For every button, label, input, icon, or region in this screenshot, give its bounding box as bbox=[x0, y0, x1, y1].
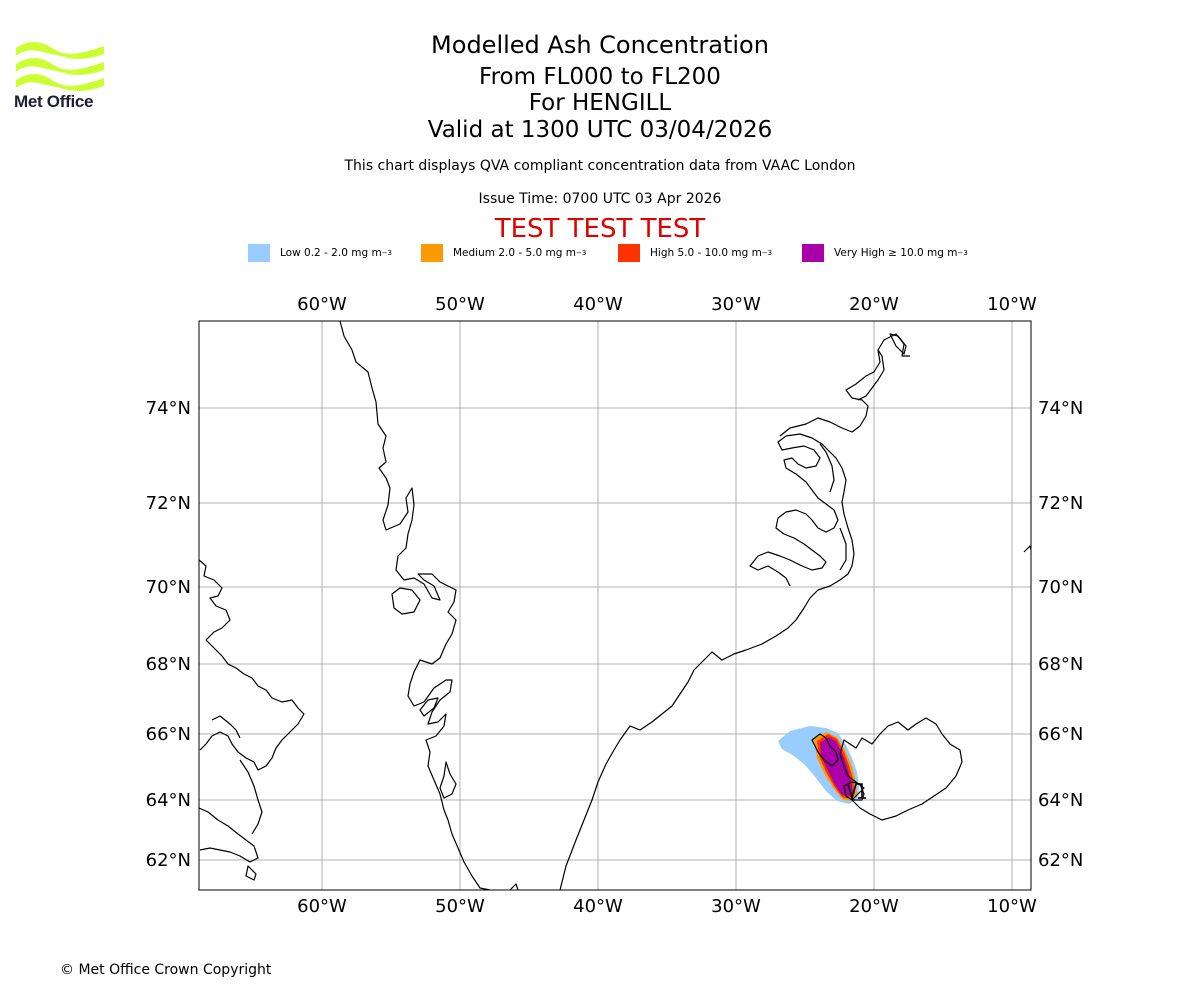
flight-level-range: From FL000 to FL200 bbox=[479, 64, 721, 90]
lat-tick-left: 62°N bbox=[146, 850, 191, 871]
legend-swatch-low bbox=[248, 244, 270, 262]
lon-tick-top: 40°W bbox=[573, 294, 623, 315]
logo-wave-3 bbox=[16, 74, 104, 91]
logo-text: Met Office bbox=[14, 92, 94, 111]
coastline-greenland-west bbox=[339, 321, 491, 890]
legend-item-high: High 5.0 - 10.0 mg m −3 bbox=[618, 244, 772, 262]
lat-tick-left: 72°N bbox=[146, 493, 191, 514]
lon-tick-bottom: 40°W bbox=[573, 896, 623, 917]
coastline-greenland-fjord-2 bbox=[439, 761, 457, 799]
lon-tick-top: 20°W bbox=[849, 294, 899, 315]
valid-time: Valid at 1300 UTC 03/04/2026 bbox=[427, 117, 773, 143]
lon-tick-bottom: 20°W bbox=[849, 896, 899, 917]
coastline-greenland-east bbox=[559, 433, 855, 890]
chart-title: Modelled Ash Concentration bbox=[431, 31, 769, 59]
lon-tick-top: 60°W bbox=[297, 294, 347, 315]
legend-swatch-medium bbox=[421, 244, 443, 262]
met-office-wave-logo-icon bbox=[16, 42, 104, 91]
lon-tick-bottom: 50°W bbox=[435, 896, 485, 917]
coastline-iceland bbox=[839, 717, 963, 821]
volcano-name: For HENGILL bbox=[528, 90, 672, 116]
coastline-baffin-inlet-2 bbox=[239, 759, 263, 835]
lon-tick-top: 10°W bbox=[987, 294, 1037, 315]
legend-label-high: High 5.0 - 10.0 mg m bbox=[650, 247, 762, 259]
lat-tick-right: 64°N bbox=[1038, 790, 1083, 811]
lon-tick-top: 50°W bbox=[435, 294, 485, 315]
map-gridlines bbox=[199, 321, 1031, 890]
lat-tick-right: 74°N bbox=[1038, 398, 1083, 419]
coastline-baffin-island bbox=[245, 865, 257, 881]
coastline-greenland-fjord-3 bbox=[857, 349, 885, 401]
legend-label-medium: Medium 2.0 - 5.0 mg m bbox=[453, 247, 576, 259]
issue-time: Issue Time: 0700 UTC 03 Apr 2026 bbox=[478, 191, 722, 207]
coastline-greenland-fjord-5 bbox=[839, 527, 847, 571]
coastline-baffin-inlet-1 bbox=[211, 715, 241, 739]
lon-tick-bottom: 30°W bbox=[711, 896, 761, 917]
lat-tick-right: 68°N bbox=[1038, 654, 1083, 675]
coastline-baffin bbox=[199, 559, 305, 771]
ash-concentration-map: 60°W 50°W 40°W 30°W 20°W 10°W 60°W 50°W … bbox=[146, 294, 1084, 917]
lat-tick-left: 74°N bbox=[146, 398, 191, 419]
lat-tick-left: 64°N bbox=[146, 790, 191, 811]
copyright-notice: © Met Office Crown Copyright bbox=[60, 962, 272, 978]
coastline-greenland-fjord-4 bbox=[819, 443, 835, 493]
lat-tick-left: 66°N bbox=[146, 724, 191, 745]
legend-item-medium: Medium 2.0 - 5.0 mg m −3 bbox=[421, 244, 586, 262]
lat-tick-right: 72°N bbox=[1038, 493, 1083, 514]
chart-subtitle: This chart displays QVA compliant concen… bbox=[344, 158, 856, 174]
volcano-marker-icon bbox=[847, 783, 866, 801]
legend-label-very-high: Very High ≥ 10.0 mg m bbox=[834, 247, 958, 259]
lat-tick-right: 62°N bbox=[1038, 850, 1083, 871]
legend-unit-exp: −3 bbox=[381, 249, 393, 257]
coastline-jan-mayen bbox=[1023, 545, 1031, 553]
legend-unit-exp: −3 bbox=[761, 249, 773, 257]
coastline-greenland-northeast bbox=[779, 333, 910, 437]
coastline-iceland-westfjords bbox=[811, 733, 839, 767]
lat-tick-right: 70°N bbox=[1038, 577, 1083, 598]
ash-plume bbox=[778, 726, 859, 804]
coastline-greenland-disko bbox=[391, 587, 421, 615]
coastline-baffin-south bbox=[199, 807, 259, 863]
coastlines bbox=[199, 321, 1031, 890]
ash-plume-very-high bbox=[820, 737, 853, 797]
logo-wave-2 bbox=[16, 58, 104, 75]
test-banner: TEST TEST TEST bbox=[494, 214, 706, 244]
coastline-greenland-fjord-1 bbox=[419, 697, 439, 717]
lon-tick-top: 30°W bbox=[711, 294, 761, 315]
coastline-greenland-island-ne bbox=[889, 333, 907, 355]
legend-label-low: Low 0.2 - 2.0 mg m bbox=[280, 247, 382, 259]
lat-tick-left: 68°N bbox=[146, 654, 191, 675]
legend-item-low: Low 0.2 - 2.0 mg m −3 bbox=[248, 244, 392, 262]
legend-unit-exp: −3 bbox=[575, 249, 587, 257]
lat-tick-left: 70°N bbox=[146, 577, 191, 598]
legend-swatch-high bbox=[618, 244, 640, 262]
lon-tick-bottom: 60°W bbox=[297, 896, 347, 917]
legend-item-very-high: Very High ≥ 10.0 mg m −3 bbox=[802, 244, 968, 262]
logo-wave-1 bbox=[16, 42, 104, 59]
legend-swatch-very-high bbox=[802, 244, 824, 262]
lon-tick-bottom: 10°W bbox=[987, 896, 1037, 917]
legend-unit-exp: −3 bbox=[957, 249, 968, 257]
coastline-reykjanes bbox=[843, 781, 865, 801]
coastline-greenland-south bbox=[509, 883, 519, 890]
lat-tick-right: 66°N bbox=[1038, 724, 1083, 745]
map-frame bbox=[198, 320, 1032, 891]
